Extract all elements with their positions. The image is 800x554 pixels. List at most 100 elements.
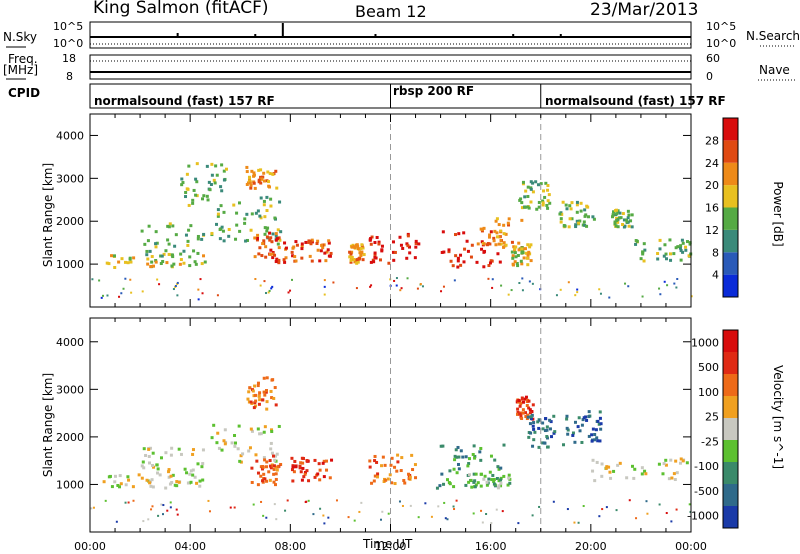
echo-cell bbox=[256, 384, 260, 388]
echo-cell bbox=[679, 244, 683, 248]
echo-cell bbox=[467, 480, 471, 484]
echo-cell bbox=[149, 265, 153, 269]
echo-cell bbox=[537, 426, 541, 430]
echo-cell bbox=[663, 243, 667, 247]
echo-cell bbox=[194, 262, 198, 266]
echo-cell bbox=[325, 468, 329, 472]
echo-cell bbox=[268, 172, 272, 176]
echo-cell bbox=[516, 253, 520, 257]
echo-cell bbox=[318, 468, 322, 472]
echo-cell bbox=[566, 432, 570, 436]
noise-cell bbox=[151, 505, 154, 508]
noise-cell bbox=[323, 285, 326, 288]
echo-cell bbox=[350, 245, 354, 249]
echo-cell bbox=[550, 435, 554, 439]
echo-cell bbox=[127, 478, 131, 482]
echo-cell bbox=[630, 213, 634, 217]
echo-cell bbox=[499, 466, 503, 470]
echo-cell bbox=[608, 470, 612, 474]
noise-cell bbox=[601, 508, 604, 511]
echo-cell bbox=[271, 232, 275, 236]
echo-cell bbox=[330, 458, 334, 462]
echo-cell bbox=[184, 190, 188, 194]
colorbar-tick-label: 24 bbox=[705, 157, 719, 170]
echo-cell bbox=[377, 240, 381, 244]
echo-cell bbox=[256, 233, 260, 237]
echo-cell bbox=[502, 241, 506, 245]
echo-cell bbox=[488, 470, 492, 474]
echo-cell bbox=[189, 469, 193, 473]
noise-cell bbox=[480, 509, 483, 512]
echo-cell bbox=[495, 231, 499, 235]
echo-cell bbox=[596, 419, 600, 423]
echo-cell bbox=[222, 239, 226, 243]
echo-cell bbox=[403, 481, 407, 485]
echo-cell bbox=[180, 177, 184, 181]
echo-cell bbox=[124, 483, 128, 487]
echo-cell bbox=[438, 484, 442, 488]
noise-cell bbox=[624, 282, 627, 285]
echo-cell bbox=[578, 219, 582, 223]
echo-cell bbox=[594, 428, 598, 432]
echo-cell bbox=[681, 250, 685, 254]
echo-cell bbox=[239, 460, 243, 464]
echo-cell bbox=[329, 251, 333, 255]
echo-cell bbox=[247, 400, 251, 404]
echo-cell bbox=[587, 434, 591, 438]
noise-cell bbox=[675, 286, 678, 289]
echo-cell bbox=[657, 462, 661, 466]
echo-cell bbox=[466, 249, 470, 253]
echo-cell bbox=[679, 457, 683, 461]
echo-cell bbox=[269, 441, 273, 445]
echo-cell bbox=[537, 445, 541, 449]
echo-cell bbox=[624, 218, 628, 222]
freq-panel bbox=[89, 54, 692, 80]
echo-cell bbox=[567, 225, 571, 229]
echo-cell bbox=[359, 252, 363, 256]
echo-cell bbox=[148, 249, 152, 253]
noise-cell bbox=[160, 503, 163, 506]
echo-cell bbox=[453, 454, 457, 458]
echo-cell bbox=[187, 164, 191, 168]
noise-cell bbox=[358, 510, 361, 513]
echo-cell bbox=[644, 472, 648, 476]
echo-cell bbox=[502, 232, 506, 236]
echo-cell bbox=[235, 211, 239, 215]
echo-cell bbox=[487, 235, 491, 239]
echo-cell bbox=[265, 376, 269, 380]
noise-cell bbox=[455, 499, 458, 502]
colorbar-tick-label: -100 bbox=[694, 460, 719, 473]
noise-cell bbox=[628, 499, 631, 502]
echo-cell bbox=[152, 264, 156, 268]
echo-cell bbox=[191, 473, 195, 477]
echo-cell bbox=[523, 247, 527, 251]
echo-cell bbox=[577, 221, 581, 225]
noise-cell bbox=[122, 287, 125, 290]
noise-cell bbox=[401, 504, 404, 507]
echo-cell bbox=[328, 476, 332, 480]
echo-cell bbox=[349, 260, 353, 264]
echo-cell bbox=[400, 456, 404, 460]
echo-cell bbox=[155, 241, 159, 245]
echo-cell bbox=[207, 180, 211, 184]
echo-cell bbox=[275, 186, 279, 190]
echo-cell bbox=[180, 183, 184, 187]
colorbar-segment bbox=[723, 330, 738, 352]
noise-cell bbox=[670, 520, 673, 523]
echo-cell bbox=[380, 464, 384, 468]
echo-cell bbox=[381, 455, 385, 459]
y-tick-label: 3000 bbox=[56, 172, 84, 185]
echo-cell bbox=[451, 264, 455, 268]
echo-cell bbox=[259, 175, 263, 179]
noise-cell bbox=[635, 517, 638, 520]
echo-cell bbox=[160, 254, 164, 258]
echo-cell bbox=[489, 230, 493, 234]
echo-cell bbox=[473, 456, 477, 460]
echo-cell bbox=[169, 474, 173, 478]
echo-cell bbox=[408, 245, 412, 249]
echo-cell bbox=[245, 238, 249, 242]
echo-cell bbox=[492, 482, 496, 486]
echo-cell bbox=[396, 460, 400, 464]
echo-cell bbox=[259, 465, 263, 469]
noise-cell bbox=[608, 296, 611, 299]
